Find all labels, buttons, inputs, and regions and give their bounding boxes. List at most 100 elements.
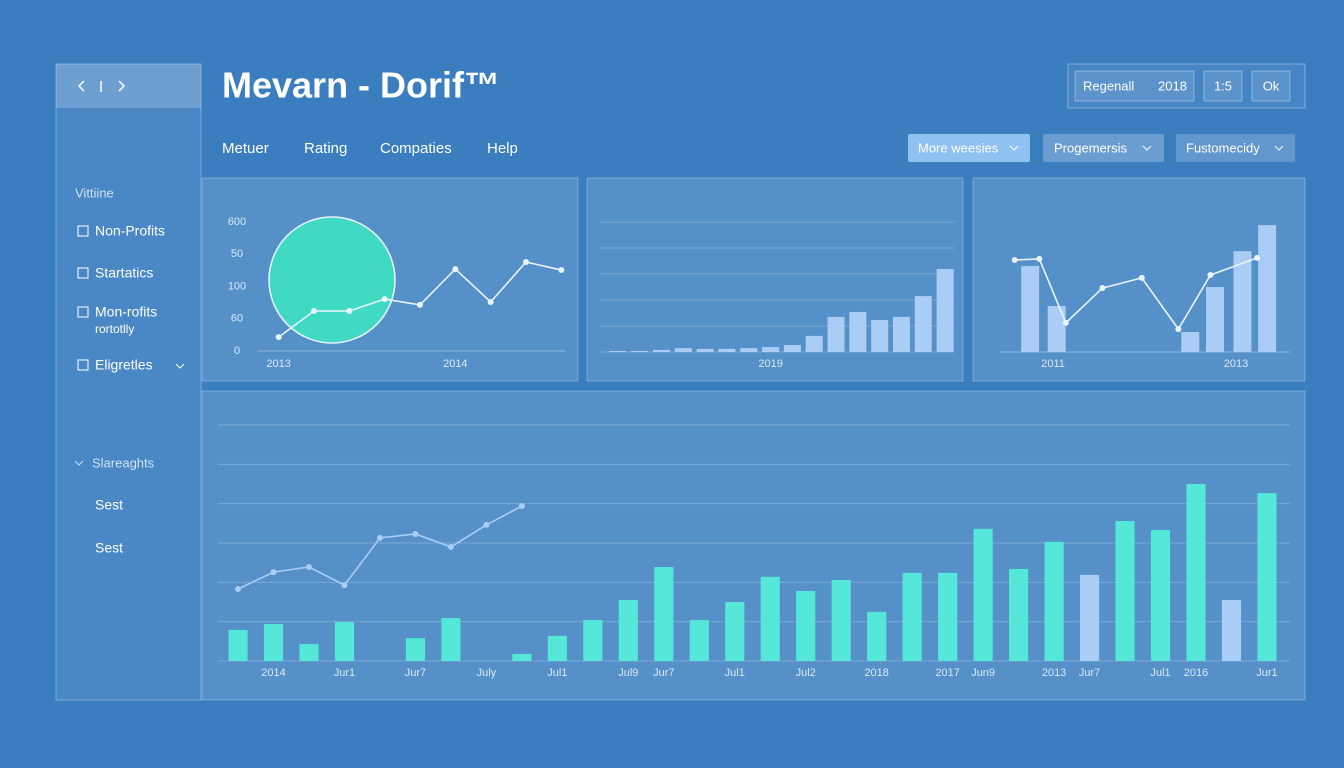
bar [228, 629, 248, 661]
bar [653, 349, 671, 352]
bar [867, 611, 887, 661]
chevron [175, 363, 185, 369]
ratio-button[interactable] [1203, 70, 1243, 102]
period-button[interactable] [1074, 70, 1195, 102]
sidebar-link[interactable]: Sest [95, 540, 123, 556]
checkbox[interactable] [77, 306, 89, 318]
point [518, 503, 525, 510]
dropdown-label: More weesies [918, 140, 999, 155]
bar [871, 320, 889, 352]
x-tick-label: 2016 [1184, 667, 1208, 679]
x-tick-label: Jur7 [653, 667, 674, 679]
checkbox[interactable] [77, 359, 89, 371]
point [487, 298, 494, 305]
ok-button[interactable] [1251, 70, 1291, 102]
sidebar-note: rortotlly [95, 322, 134, 336]
bar [740, 348, 758, 352]
nav-item[interactable]: Rating [304, 140, 347, 157]
point [1036, 255, 1043, 262]
x-tick-label: 2011 [1041, 358, 1065, 370]
bar [827, 316, 845, 352]
sidebar-link[interactable]: Sest [95, 497, 123, 513]
x-tick-label: 2018 [864, 667, 888, 679]
dropdown[interactable] [1176, 134, 1295, 162]
x-tick-label: July [477, 667, 497, 679]
sidebar-item[interactable]: Mon-rofits [95, 304, 157, 320]
point [417, 301, 423, 308]
bar [583, 620, 603, 661]
bar [1021, 265, 1040, 352]
bar [689, 620, 709, 661]
bar [654, 566, 674, 661]
control-label: Ok [1263, 78, 1280, 93]
x-tick-label: 2013 [266, 358, 290, 370]
nav-item[interactable]: Compaties [380, 140, 452, 157]
nav-item[interactable]: Metuer [222, 140, 269, 157]
bar [1205, 287, 1224, 352]
point [1138, 274, 1145, 281]
x-tick-label: 2013 [1224, 358, 1248, 370]
point [523, 258, 529, 265]
x-tick-label: 2014 [443, 358, 467, 370]
bar [805, 335, 823, 352]
x-tick-label: 2019 [758, 358, 782, 370]
bar [609, 350, 627, 352]
dropdown[interactable] [908, 134, 1030, 162]
point [412, 530, 419, 537]
panel [201, 390, 1306, 701]
control-label: 1:5 [1214, 78, 1232, 93]
sidebar-item[interactable]: Eligretles [95, 357, 153, 373]
bar [631, 350, 649, 352]
x-tick-label: 2014 [261, 667, 285, 679]
bar [1233, 251, 1252, 352]
point [235, 586, 242, 593]
sidebar-item[interactable]: Startatics [95, 265, 153, 281]
bar [1257, 493, 1277, 661]
bar [762, 347, 780, 352]
dropdown-label: Progemersis [1054, 140, 1127, 155]
bar [936, 269, 954, 352]
chevron [1274, 145, 1284, 151]
point [376, 534, 383, 541]
sidebar-section: Vittiine [75, 185, 114, 200]
bar [1044, 541, 1064, 661]
chevron [1009, 145, 1019, 151]
chevron [74, 460, 84, 466]
bar [1181, 331, 1200, 352]
bar [1047, 305, 1066, 352]
back-arrow[interactable] [77, 80, 85, 92]
bar [547, 635, 567, 661]
point [275, 334, 282, 341]
bar [902, 572, 922, 661]
sidebar-section[interactable]: Slareaghts [92, 455, 155, 470]
dropdown[interactable] [1043, 134, 1164, 162]
bar [831, 579, 851, 661]
y-tick-label: 100 [228, 280, 246, 292]
bar [1186, 484, 1206, 661]
point [1207, 272, 1214, 279]
highlight-circle [268, 216, 396, 344]
bar [405, 638, 426, 661]
y-tick-label: 50 [231, 248, 243, 260]
bar [1258, 225, 1277, 352]
control-label: Regenall [1083, 78, 1134, 93]
point [558, 267, 565, 274]
nav-item[interactable]: Help [487, 140, 518, 157]
checkbox[interactable] [77, 225, 89, 237]
x-tick-label: 2017 [935, 667, 959, 679]
x-tick-label: Jur1 [1256, 667, 1277, 679]
app-title: Mevarn - Dorif™ [222, 65, 500, 106]
checkbox[interactable] [77, 267, 89, 279]
sidebar-item[interactable]: Non-Profits [95, 223, 165, 239]
bar [618, 600, 638, 661]
bar [512, 653, 532, 661]
forward-arrow[interactable] [118, 80, 126, 92]
point [311, 308, 317, 315]
x-tick-label: Jur1 [334, 667, 355, 679]
x-tick-label: Jul1 [1150, 667, 1170, 679]
line [1014, 257, 1258, 331]
sidebar [55, 63, 202, 701]
bar [718, 348, 736, 352]
